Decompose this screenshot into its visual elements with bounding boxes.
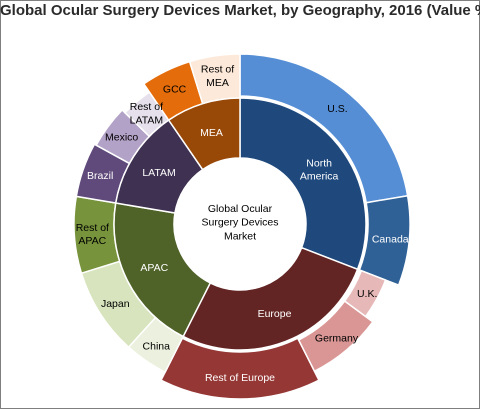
outer-label-canada: Canada	[372, 234, 409, 246]
outer-label-germany: Germany	[315, 333, 359, 345]
inner-label-north-america: North America	[300, 158, 339, 183]
outer-label-rest-of-latam: Rest of LATAM	[130, 101, 163, 126]
outer-label-brazil: Brazil	[87, 170, 113, 182]
outer-label-u-s: U.S.	[327, 103, 347, 115]
labels: North America U.S. Canada Europe U.K. Germany R…	[76, 64, 409, 384]
center-label: Global Ocular Surgery Devices Market	[201, 203, 278, 243]
outer-label-japan: Japan	[101, 298, 130, 310]
outer-label-u-k: U.K.	[357, 288, 377, 300]
outer-label-rest-of-europe: Rest of Europe	[205, 372, 275, 384]
inner-label-latam: LATAM	[142, 167, 175, 179]
outer-label-china: China	[143, 341, 171, 353]
inner-label-europe: Europe	[258, 308, 292, 320]
outer-label-rest-of-apac: Rest of APAC	[76, 222, 109, 247]
inner-label-mea: MEA	[200, 127, 223, 139]
inner-label-apac: APAC	[140, 262, 168, 274]
outer-label-gcc: GCC	[163, 84, 187, 96]
chart-title: Global Ocular Surgery Devices Market, by…	[0, 2, 480, 19]
outer-ring	[73, 53, 411, 400]
outer-segment-rest-of-europe	[160, 337, 320, 400]
outer-label-mexico: Mexico	[105, 131, 138, 143]
outer-label-rest-of-mea: Rest of MEA	[201, 64, 234, 89]
inner-ring	[113, 97, 367, 351]
center-hole	[173, 157, 307, 291]
